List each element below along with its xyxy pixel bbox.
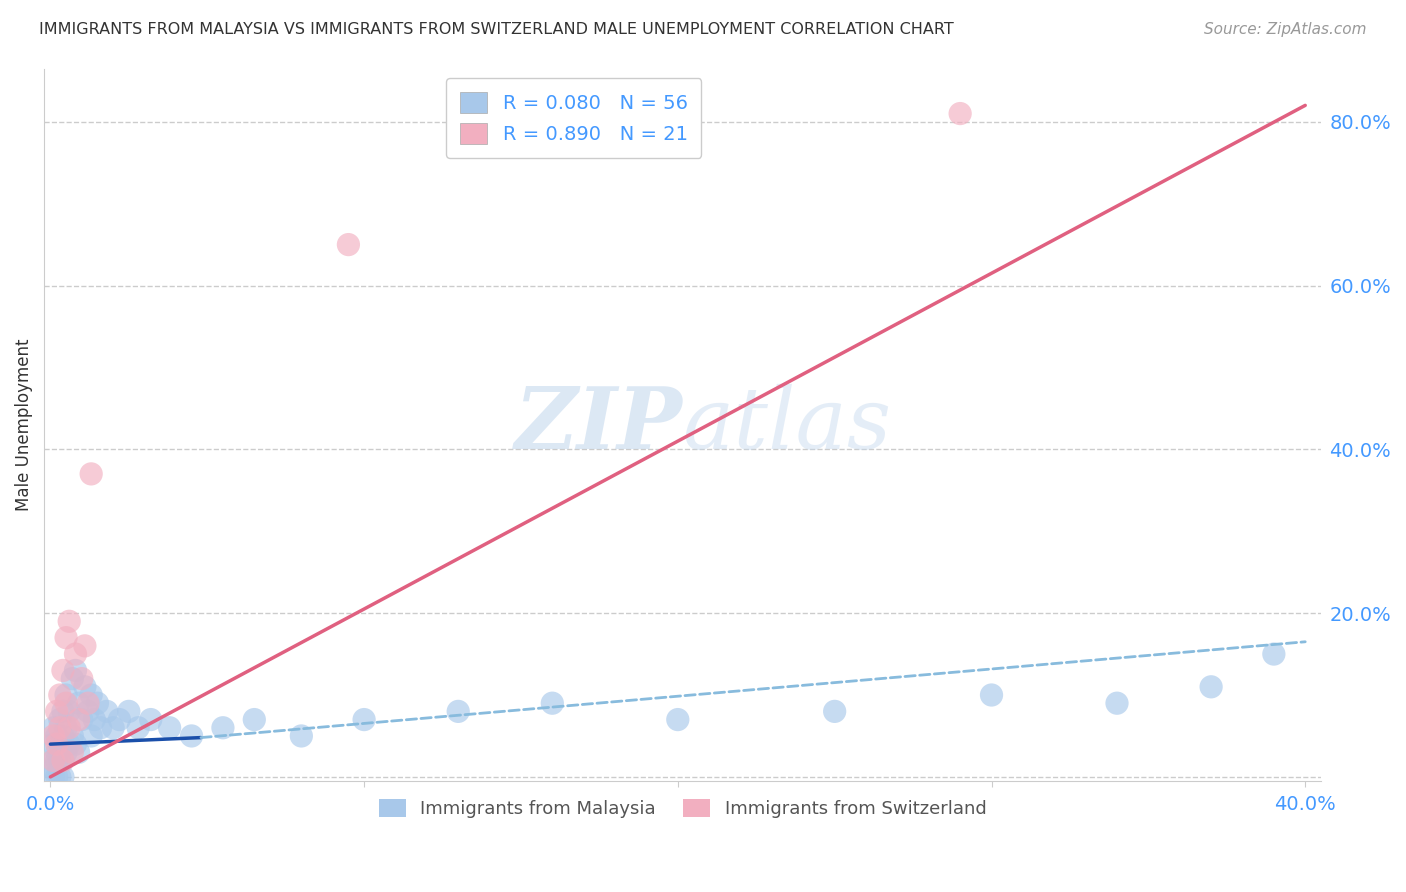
Point bbox=[108, 713, 131, 727]
Point bbox=[101, 721, 124, 735]
Point bbox=[447, 705, 470, 719]
Point bbox=[42, 754, 65, 768]
Point bbox=[52, 729, 75, 743]
Point bbox=[55, 721, 77, 735]
Text: Source: ZipAtlas.com: Source: ZipAtlas.com bbox=[1204, 22, 1367, 37]
Point bbox=[42, 721, 65, 735]
Point bbox=[45, 770, 67, 784]
Point bbox=[55, 688, 77, 702]
Point bbox=[980, 688, 1002, 702]
Point bbox=[96, 705, 118, 719]
Point bbox=[45, 705, 67, 719]
Point bbox=[90, 721, 112, 735]
Point bbox=[49, 754, 72, 768]
Point bbox=[77, 696, 100, 710]
Point bbox=[42, 754, 65, 768]
Point bbox=[65, 647, 87, 661]
Point bbox=[1105, 696, 1128, 710]
Point bbox=[73, 680, 96, 694]
Point bbox=[55, 745, 77, 759]
Point bbox=[159, 721, 181, 735]
Point bbox=[42, 729, 65, 743]
Point bbox=[52, 770, 75, 784]
Point bbox=[70, 713, 93, 727]
Point bbox=[67, 745, 90, 759]
Point bbox=[180, 729, 202, 743]
Point bbox=[42, 737, 65, 751]
Point bbox=[1199, 680, 1222, 694]
Point bbox=[52, 754, 75, 768]
Point bbox=[949, 106, 972, 120]
Point bbox=[243, 713, 266, 727]
Y-axis label: Male Unemployment: Male Unemployment bbox=[15, 338, 32, 511]
Point bbox=[80, 688, 103, 702]
Point bbox=[49, 737, 72, 751]
Point bbox=[353, 713, 375, 727]
Point bbox=[45, 737, 67, 751]
Text: ZIP: ZIP bbox=[515, 383, 682, 467]
Point bbox=[55, 696, 77, 710]
Point bbox=[67, 713, 90, 727]
Point bbox=[49, 688, 72, 702]
Point bbox=[77, 705, 100, 719]
Point bbox=[73, 639, 96, 653]
Point bbox=[58, 721, 80, 735]
Point bbox=[65, 664, 87, 678]
Point bbox=[52, 664, 75, 678]
Point bbox=[80, 729, 103, 743]
Point bbox=[824, 705, 846, 719]
Point bbox=[60, 729, 83, 743]
Point bbox=[83, 713, 105, 727]
Point bbox=[60, 745, 83, 759]
Point bbox=[55, 631, 77, 645]
Point bbox=[58, 705, 80, 719]
Point bbox=[52, 754, 75, 768]
Point bbox=[49, 713, 72, 727]
Point bbox=[127, 721, 149, 735]
Point bbox=[42, 770, 65, 784]
Point bbox=[666, 713, 689, 727]
Point bbox=[139, 713, 162, 727]
Point bbox=[45, 729, 67, 743]
Point bbox=[52, 705, 75, 719]
Text: atlas: atlas bbox=[682, 384, 891, 467]
Point bbox=[49, 770, 72, 784]
Point bbox=[58, 615, 80, 629]
Point bbox=[212, 721, 235, 735]
Point bbox=[290, 729, 312, 743]
Point bbox=[86, 696, 108, 710]
Point bbox=[67, 696, 90, 710]
Point bbox=[49, 721, 72, 735]
Point bbox=[1263, 647, 1285, 661]
Point bbox=[65, 737, 87, 751]
Point bbox=[118, 705, 141, 719]
Point bbox=[541, 696, 564, 710]
Point bbox=[70, 672, 93, 686]
Point bbox=[42, 762, 65, 776]
Point bbox=[45, 754, 67, 768]
Point bbox=[60, 672, 83, 686]
Text: IMMIGRANTS FROM MALAYSIA VS IMMIGRANTS FROM SWITZERLAND MALE UNEMPLOYMENT CORREL: IMMIGRANTS FROM MALAYSIA VS IMMIGRANTS F… bbox=[39, 22, 955, 37]
Point bbox=[337, 237, 360, 252]
Point bbox=[58, 737, 80, 751]
Point bbox=[80, 467, 103, 481]
Legend: Immigrants from Malaysia, Immigrants from Switzerland: Immigrants from Malaysia, Immigrants fro… bbox=[371, 791, 994, 825]
Point bbox=[45, 745, 67, 759]
